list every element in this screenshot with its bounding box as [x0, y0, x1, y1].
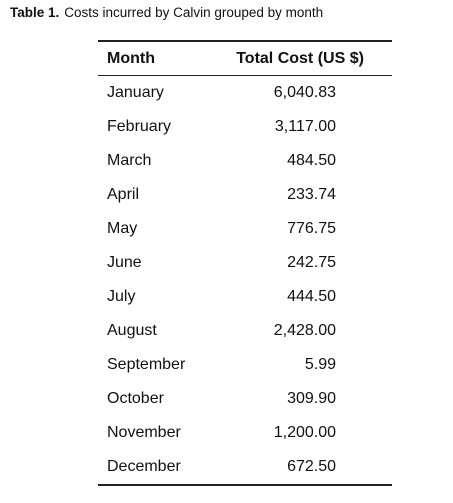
month-cell: August — [107, 322, 157, 339]
cost-cell: 444.50 — [287, 288, 336, 305]
month-cell: December — [107, 458, 181, 475]
month-cell: July — [107, 288, 136, 305]
month-cell: June — [107, 254, 142, 271]
month-cell: September — [107, 356, 186, 373]
month-cell: October — [107, 390, 164, 407]
table-row: August 2,428.00 — [98, 314, 392, 348]
table-row: September 5.99 — [98, 348, 392, 382]
table: Month Total Cost (US $) January 6,040.83 F… — [98, 40, 392, 486]
header-row: Month Total Cost (US $) — [98, 41, 392, 76]
table-row: May 776.75 — [98, 212, 392, 246]
table-row: July 444.50 — [98, 280, 392, 314]
month-cell: January — [107, 84, 164, 101]
table-row: January 6,040.83 — [98, 76, 392, 111]
month-cell: November — [107, 424, 181, 441]
header-cell: Month — [98, 41, 201, 76]
cost-cell: 3,117.00 — [274, 118, 336, 135]
table-row: February 3,117.00 — [98, 110, 392, 144]
cost-cell: 233.74 — [287, 186, 336, 203]
cost-cell: 484.50 — [287, 152, 336, 169]
caption: Table 1. Costs incurred by Calvin grouped… — [10, 5, 323, 20]
cost-cell: 1,200.00 — [273, 424, 336, 441]
table-row: November 1,200.00 — [98, 416, 392, 450]
cost-cell: 2,428.00 — [273, 322, 336, 339]
cost-cell: 309.90 — [287, 390, 336, 407]
cost-cell: 672.50 — [287, 458, 336, 475]
month-cell: February — [107, 118, 172, 135]
table-row: June 242.75 — [98, 246, 392, 280]
caption-text: Costs incurred by Calvin grouped by mont… — [64, 5, 324, 20]
month-cell: April — [107, 186, 140, 203]
month-cell: May — [107, 220, 138, 237]
table-row: October 309.90 — [98, 382, 392, 416]
cost-cell: 776.75 — [287, 220, 336, 237]
cost-cell: 5.99 — [304, 356, 336, 373]
caption-label: Table 1. — [10, 5, 60, 20]
cost-cell: 6,040.83 — [273, 84, 336, 101]
month-cell: March — [107, 152, 152, 169]
table-row: March 484.50 — [98, 144, 392, 178]
header-cell: Total Cost (US $) — [200, 41, 392, 76]
cost-cell: 242.75 — [287, 254, 336, 271]
table-row: December 672.50 — [98, 450, 392, 485]
table-row: April 233.74 — [98, 178, 392, 212]
